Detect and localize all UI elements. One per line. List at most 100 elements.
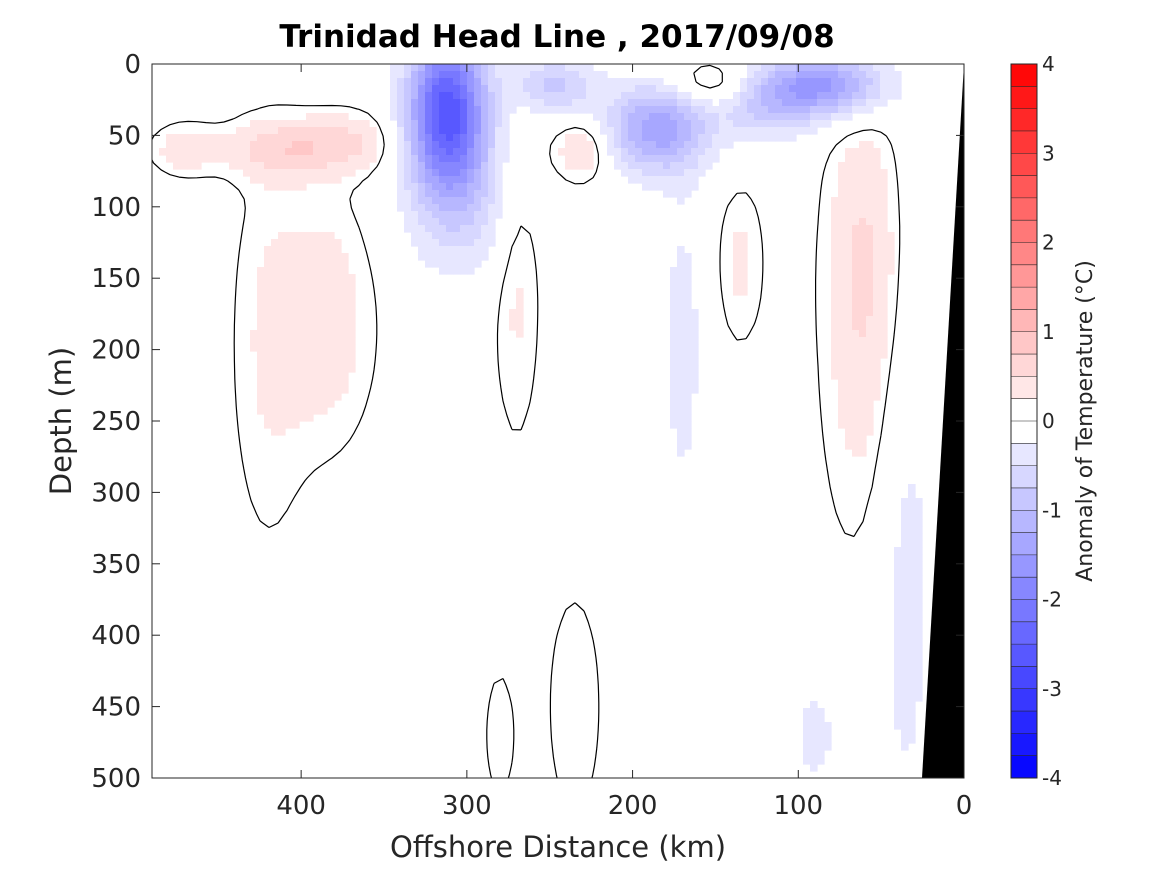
heatmap-cell — [831, 225, 839, 233]
heatmap-cell — [677, 106, 685, 114]
heatmap-cell — [432, 148, 440, 156]
heatmap-cell — [404, 78, 412, 86]
heatmap-cell — [306, 372, 314, 380]
heatmap-cell — [866, 295, 874, 303]
heatmap-cell — [845, 267, 853, 275]
heatmap-cell — [866, 64, 874, 72]
heatmap-cell — [271, 316, 279, 324]
heatmap-cell — [306, 239, 314, 247]
heatmap-cell — [285, 316, 293, 324]
heatmap-cell — [740, 134, 748, 142]
heatmap-cell — [894, 673, 902, 681]
colorbar-swatch — [1011, 220, 1037, 243]
heatmap-cell — [502, 64, 510, 72]
heatmap-cell — [334, 358, 342, 366]
heatmap-cell — [397, 141, 405, 149]
heatmap-cell — [313, 365, 321, 373]
heatmap-cell — [341, 379, 349, 387]
heatmap-cell — [404, 204, 412, 212]
heatmap-cell — [691, 358, 699, 366]
heatmap-cell — [369, 141, 377, 149]
heatmap-cell — [446, 218, 454, 226]
heatmap-cell — [628, 120, 636, 128]
heatmap-cell — [726, 141, 734, 149]
heatmap-cell — [600, 120, 608, 128]
heatmap-cell — [320, 127, 328, 135]
heatmap-cell — [418, 211, 426, 219]
heatmap-cell — [600, 71, 608, 79]
heatmap-cell — [285, 407, 293, 415]
heatmap-cell — [621, 134, 629, 142]
heatmap-cell — [670, 113, 678, 121]
heatmap-cell — [670, 302, 678, 310]
heatmap-cell — [411, 183, 419, 191]
x-axis-label: Offshore Distance (km) — [390, 830, 726, 864]
heatmap-cell — [607, 99, 615, 107]
heatmap-cell — [397, 204, 405, 212]
heatmap-cell — [691, 183, 699, 191]
heatmap-cell — [264, 309, 272, 317]
heatmap-cell — [873, 344, 881, 352]
heatmap-cell — [845, 218, 853, 226]
heatmap-cell — [901, 722, 909, 730]
heatmap-cell — [677, 302, 685, 310]
heatmap-cell — [915, 624, 923, 632]
heatmap-cell — [649, 183, 657, 191]
heatmap-cell — [600, 78, 608, 86]
heatmap-cell — [901, 589, 909, 597]
heatmap-cell — [348, 365, 356, 373]
y-tick-label: 500 — [91, 764, 141, 794]
heatmap-cell — [775, 120, 783, 128]
colorbar-tick-label: 2 — [1042, 231, 1055, 255]
heatmap-cell — [292, 127, 300, 135]
colorbar-swatch — [1011, 443, 1037, 467]
heatmap-cell — [859, 337, 867, 345]
heatmap-cell — [859, 148, 867, 156]
y-tick-label: 0 — [124, 50, 141, 80]
heatmap-cell — [838, 386, 846, 394]
heatmap-cell — [845, 274, 853, 282]
heatmap-cell — [656, 176, 664, 184]
heatmap-cell — [467, 92, 475, 100]
heatmap-cell — [880, 351, 888, 359]
heatmap-cell — [831, 365, 839, 373]
heatmap-cell — [824, 729, 832, 737]
heatmap-cell — [418, 141, 426, 149]
heatmap-cell — [271, 162, 279, 170]
heatmap-cell — [845, 442, 853, 450]
heatmap-cell — [705, 127, 713, 135]
heatmap-cell — [915, 596, 923, 604]
heatmap-cell — [761, 106, 769, 114]
heatmap-cell — [831, 323, 839, 331]
heatmap-cell — [712, 141, 720, 149]
heatmap-cell — [299, 274, 307, 282]
colorbar-swatch — [1011, 64, 1037, 87]
heatmap-cell — [264, 134, 272, 142]
heatmap-cell — [852, 183, 860, 191]
heatmap-cell — [488, 176, 496, 184]
heatmap-cell — [306, 386, 314, 394]
heatmap-cell — [859, 141, 867, 149]
heatmap-cell — [607, 113, 615, 121]
heatmap-cell — [341, 169, 349, 177]
heatmap-cell — [621, 106, 629, 114]
heatmap-cell — [404, 134, 412, 142]
heatmap-cell — [754, 134, 762, 142]
heatmap-cell — [663, 141, 671, 149]
heatmap-cell — [684, 162, 692, 170]
heatmap-cell — [579, 155, 587, 163]
heatmap-cell — [460, 148, 468, 156]
heatmap-cell — [782, 64, 790, 72]
heatmap-cell — [432, 155, 440, 163]
heatmap-cell — [733, 274, 741, 282]
heatmap-cell — [418, 113, 426, 121]
x-tick-label: 100 — [773, 791, 823, 821]
heatmap-cell — [292, 358, 300, 366]
heatmap-cell — [810, 71, 818, 79]
heatmap-cell — [852, 351, 860, 359]
heatmap-cell — [908, 540, 916, 548]
heatmap-cell — [908, 575, 916, 583]
heatmap-cell — [607, 92, 615, 100]
heatmap-cell — [824, 113, 832, 121]
